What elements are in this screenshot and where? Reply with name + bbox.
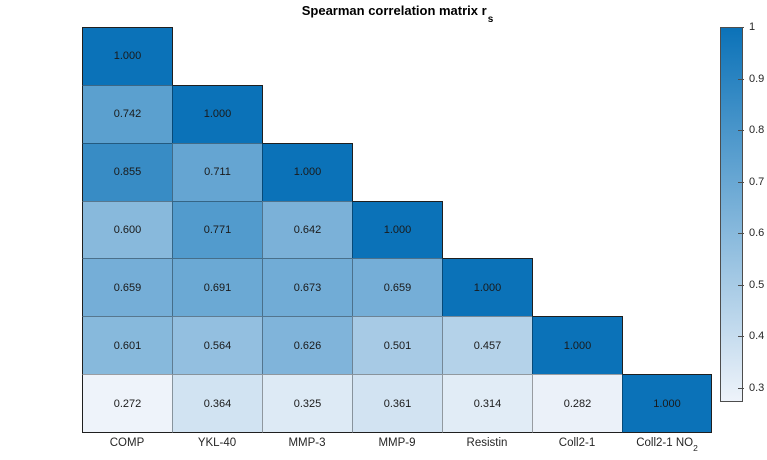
x-axis-label: Coll2-1 <box>558 437 596 449</box>
heatmap-cell: 0.364 <box>172 374 263 433</box>
colorbar-tick-label: 0.8 <box>749 124 765 137</box>
cell-value: 0.314 <box>473 397 502 410</box>
chart-title: Spearman correlation matrix rs <box>82 3 712 25</box>
colorbar-gradient <box>721 28 742 401</box>
heatmap-cell: 1.000 <box>82 27 173 86</box>
colorbar-tick-label: 0.6 <box>749 227 765 240</box>
cell-value: 0.361 <box>383 397 412 410</box>
cell-value: 0.501 <box>383 339 412 352</box>
heatmap-cell: 1.000 <box>442 258 533 318</box>
heatmap-cell: 0.457 <box>442 316 533 376</box>
colorbar <box>720 27 743 402</box>
x-axis-label: YKL-40 <box>197 437 237 449</box>
heatmap-cell: 0.855 <box>82 142 173 202</box>
label-subscript: 2 <box>693 443 698 454</box>
x-axis-label: Resistin <box>466 437 508 449</box>
colorbar-tick <box>738 284 744 286</box>
heatmap-cell: 1.000 <box>172 84 263 144</box>
x-axis-label: Coll2-1 NO2 <box>636 437 698 454</box>
cell-value: 0.659 <box>383 281 412 294</box>
colorbar-tick <box>738 78 744 80</box>
colorbar-tick <box>738 130 744 132</box>
cell-value: 0.626 <box>293 339 322 352</box>
cell-value: 0.691 <box>203 281 232 294</box>
heatmap-cell: 1.000 <box>352 200 443 260</box>
heatmap-cell: 0.282 <box>532 374 623 433</box>
cell-value: 0.711 <box>204 166 231 179</box>
heatmap-cell: 0.659 <box>352 258 443 318</box>
colorbar-tick <box>738 181 744 183</box>
heatmap-cell: 0.742 <box>82 84 173 144</box>
heatmap-cell: 0.325 <box>262 374 353 433</box>
cell-value: 0.272 <box>113 397 142 410</box>
colorbar-tick-label: 0.5 <box>749 278 765 291</box>
x-axis-label: COMP <box>109 437 145 449</box>
colorbar-tick <box>738 27 744 28</box>
heatmap-cell: 0.642 <box>262 200 353 260</box>
chart-title-text: Spearman correlation matrix r <box>301 3 487 18</box>
heatmap-cell: 0.711 <box>172 142 263 202</box>
heatmap-cell: 0.314 <box>442 374 533 433</box>
heatmap-plot: 1.000 0.742 1.000 0.855 0.711 1.000 0.600 0.771… <box>82 27 712 433</box>
chart-title-subscript: s <box>487 13 494 25</box>
x-axis-label: MMP-9 <box>378 437 416 449</box>
colorbar-tick-label: 0.4 <box>749 330 765 343</box>
cell-value: 0.673 <box>293 281 322 294</box>
cell-value: 0.642 <box>293 223 322 236</box>
cell-value: 1.000 <box>383 223 412 236</box>
heatmap-cell: 0.673 <box>262 258 353 318</box>
colorbar-tick <box>738 233 744 235</box>
cell-value: 0.564 <box>203 339 232 352</box>
cell-value: 1.000 <box>293 166 322 179</box>
cell-value: 0.855 <box>113 166 142 179</box>
colorbar-tick-label: 1 <box>749 21 756 33</box>
cell-value: 0.742 <box>113 108 142 121</box>
heatmap-cell: 1.000 <box>262 142 353 202</box>
cell-value: 0.600 <box>113 223 142 236</box>
cell-value: 1.000 <box>563 339 592 352</box>
cell-value: 1.000 <box>113 50 142 63</box>
heatmap-cell: 1.000 <box>622 374 712 433</box>
cell-value: 0.601 <box>113 339 142 352</box>
cell-value: 1.000 <box>473 281 502 294</box>
x-axis-label: MMP-3 <box>288 437 326 449</box>
colorbar-tick <box>738 336 744 338</box>
heatmap-cell: 1.000 <box>532 316 623 376</box>
heatmap-cell: 0.564 <box>172 316 263 376</box>
cell-value: 1.000 <box>203 108 232 121</box>
heatmap-cell: 0.600 <box>82 200 173 260</box>
heatmap-cell: 0.501 <box>352 316 443 376</box>
heatmap-cell: 0.361 <box>352 374 443 433</box>
colorbar-tick-label: 0.7 <box>749 175 765 188</box>
cell-value: 0.325 <box>293 397 322 410</box>
cell-value: 0.457 <box>473 339 502 352</box>
cell-value: 1.000 <box>653 397 681 410</box>
heatmap-cell: 0.659 <box>82 258 173 318</box>
colorbar-tick <box>738 387 744 389</box>
heatmap-cell: 0.771 <box>172 200 263 260</box>
cell-value: 0.282 <box>563 397 592 410</box>
heatmap-cell: 0.691 <box>172 258 263 318</box>
colorbar-tick-label: 0.9 <box>749 72 765 85</box>
colorbar-tick-label: 0.3 <box>749 381 765 394</box>
heatmap-cell: 0.626 <box>262 316 353 376</box>
heatmap-cell: 0.272 <box>82 374 173 433</box>
heatmap-cell: 0.601 <box>82 316 173 376</box>
cell-value: 0.659 <box>113 281 142 294</box>
cell-value: 0.364 <box>203 397 232 410</box>
cell-value: 0.771 <box>203 223 232 236</box>
